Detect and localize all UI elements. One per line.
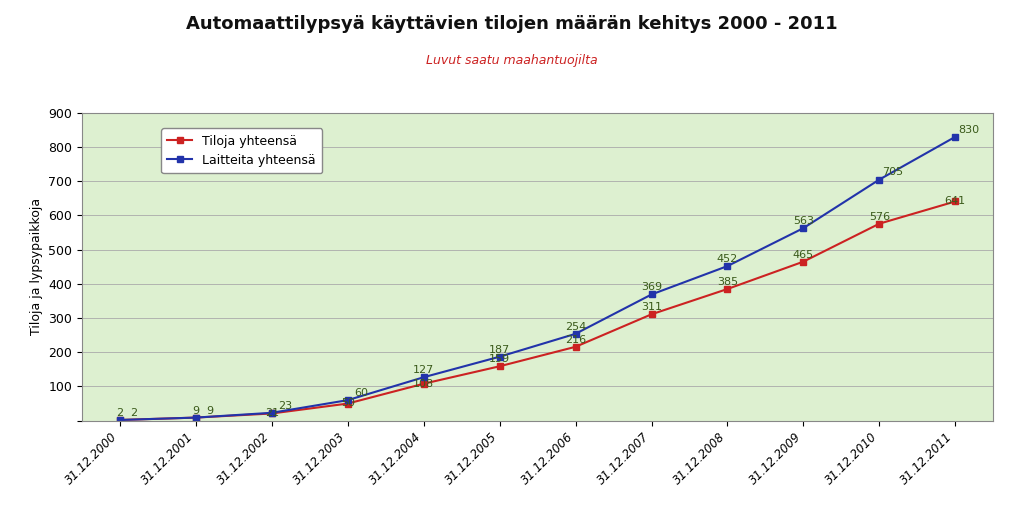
Text: 187: 187 (489, 345, 510, 354)
Tiloja yhteensä (949, 199, 962, 205)
Line: Laitteita yhteensä: Laitteita yhteensä (117, 133, 958, 423)
Text: 465: 465 (793, 250, 814, 260)
Text: 21: 21 (265, 408, 279, 418)
Tiloja yhteensä (569, 344, 582, 350)
Text: 830: 830 (958, 125, 980, 135)
Laitteita yhteensä (114, 417, 126, 423)
Text: 254: 254 (565, 322, 586, 332)
Text: 705: 705 (883, 168, 903, 177)
Laitteita yhteensä (645, 291, 657, 298)
Text: 23: 23 (279, 401, 293, 411)
Text: 563: 563 (793, 216, 814, 226)
Laitteita yhteensä (265, 410, 278, 416)
Text: 385: 385 (717, 277, 738, 287)
Text: Luvut saatu maahantuojilta: Luvut saatu maahantuojilta (426, 54, 598, 67)
Text: 50: 50 (341, 399, 354, 408)
Laitteita yhteensä (494, 353, 506, 360)
Laitteita yhteensä (873, 176, 886, 183)
Text: 9: 9 (206, 406, 213, 416)
Laitteita yhteensä (721, 263, 733, 269)
Laitteita yhteensä (418, 374, 430, 380)
Tiloja yhteensä (798, 259, 810, 265)
Laitteita yhteensä (569, 331, 582, 337)
Tiloja yhteensä (721, 286, 733, 292)
Text: 216: 216 (565, 335, 586, 345)
Tiloja yhteensä (189, 415, 202, 421)
Text: 641: 641 (945, 196, 966, 206)
Text: 159: 159 (489, 354, 510, 364)
Tiloja yhteensä (645, 311, 657, 318)
Tiloja yhteensä (342, 401, 354, 407)
Text: 9: 9 (193, 406, 200, 416)
Laitteita yhteensä (798, 225, 810, 231)
Legend: Tiloja yhteensä, Laitteita yhteensä: Tiloja yhteensä, Laitteita yhteensä (161, 128, 323, 173)
Text: 369: 369 (641, 283, 663, 292)
Line: Tiloja yhteensä: Tiloja yhteensä (117, 198, 958, 423)
Text: 60: 60 (354, 388, 369, 398)
Text: 127: 127 (413, 365, 434, 375)
Y-axis label: Tiloja ja lypsypaikkoja: Tiloja ja lypsypaikkoja (30, 198, 43, 336)
Tiloja yhteensä (494, 363, 506, 369)
Text: 2: 2 (117, 408, 124, 418)
Text: 108: 108 (413, 379, 434, 388)
Tiloja yhteensä (418, 381, 430, 387)
Tiloja yhteensä (873, 221, 886, 227)
Text: 2: 2 (130, 408, 137, 418)
Text: Automaattilypsyä käyttävien tilojen määrän kehitys 2000 - 2011: Automaattilypsyä käyttävien tilojen määr… (186, 15, 838, 33)
Text: 311: 311 (641, 302, 663, 312)
Laitteita yhteensä (189, 415, 202, 421)
Tiloja yhteensä (265, 410, 278, 417)
Laitteita yhteensä (342, 397, 354, 403)
Laitteita yhteensä (949, 134, 962, 140)
Tiloja yhteensä (114, 417, 126, 423)
Text: 452: 452 (717, 254, 738, 264)
Text: 576: 576 (868, 212, 890, 222)
